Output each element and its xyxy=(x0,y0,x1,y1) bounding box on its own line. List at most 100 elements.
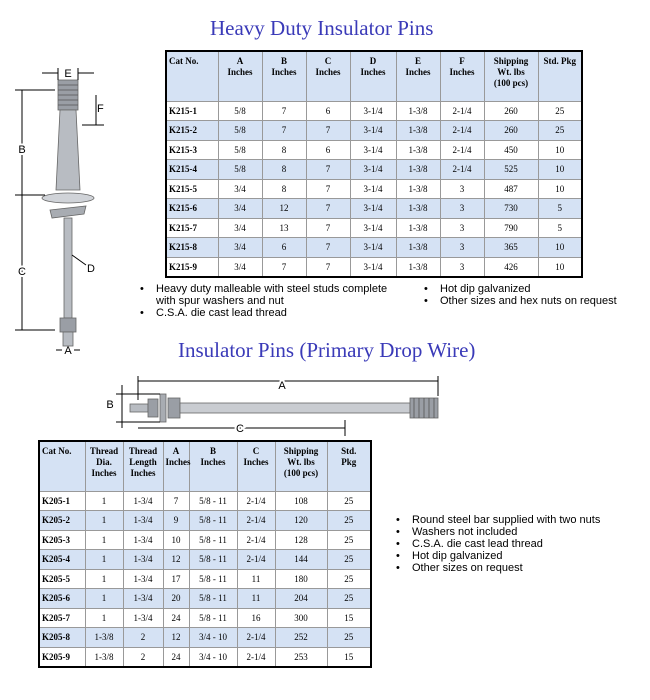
cell: K215-4 xyxy=(165,159,219,180)
header-row: Cat No. Thread Dia. Inches Thread Length Inche… xyxy=(38,440,372,492)
cell: 7 xyxy=(261,120,307,141)
cell: 1 xyxy=(84,490,124,511)
dimension-label: B xyxy=(18,144,25,156)
header-cell: Std. Pkg xyxy=(537,50,583,102)
cell: 1-3/4 xyxy=(122,607,164,628)
cell: 426 xyxy=(483,256,539,277)
title: Insulator Pins (Primary Drop Wire) xyxy=(178,338,476,362)
cell: 3/4 xyxy=(217,178,263,199)
cell: 3/4 xyxy=(217,217,263,238)
cell: 3 xyxy=(439,256,485,277)
header-row: Cat No. A Inches B Inches C Inches D Inches E Inch… xyxy=(165,50,583,102)
cell: 7 xyxy=(305,237,351,258)
cell: 7 xyxy=(305,198,351,219)
cell: 2 xyxy=(122,627,164,648)
cell: 365 xyxy=(483,237,539,258)
header-text: C xyxy=(324,56,332,66)
cell: K205-1 xyxy=(38,490,86,511)
cell: 1-3/8 xyxy=(395,198,441,219)
cell: 3-1/4 xyxy=(349,256,397,277)
cell: 5/8 xyxy=(217,120,263,141)
cell: 15 xyxy=(326,646,372,667)
header-text: D xyxy=(369,56,377,66)
cell: 3-1/4 xyxy=(349,100,397,121)
cell: 253 xyxy=(274,646,328,667)
cell: 260 xyxy=(483,100,539,121)
cell: K215-2 xyxy=(165,120,219,141)
cell: 3/4 - 10 xyxy=(188,646,238,667)
cell: 25 xyxy=(326,588,372,609)
cell: 5/8 - 11 xyxy=(188,588,238,609)
cell: 1-3/8 xyxy=(84,627,124,648)
dimension-label: B xyxy=(106,399,113,411)
header-cell: A Inches xyxy=(217,50,263,102)
row: K215-2 5/8 7 7 3-1/4 1-3/8 2-1/4 260 25 xyxy=(165,120,583,141)
cell: 3 xyxy=(439,178,485,199)
header-cell: Shipping Wt. lbs (100 pcs) xyxy=(274,440,328,492)
cell: 1 xyxy=(84,549,124,570)
row: K215-5 3/4 8 7 3-1/4 1-3/8 3 487 10 xyxy=(165,178,583,199)
header-text: A xyxy=(236,56,244,66)
table: Cat No. A Inches B Inches C Inches D Inches E Inch… xyxy=(165,50,583,278)
cell: K215-6 xyxy=(165,198,219,219)
bullet-item: Round steel bar supplied with two nuts xyxy=(392,514,647,526)
cell: K215-9 xyxy=(165,256,219,277)
cell: 3/4 xyxy=(217,198,263,219)
header-cell: D Inches xyxy=(349,50,397,102)
cell: 10 xyxy=(537,178,583,199)
cell: 5 xyxy=(537,217,583,238)
cell: 3-1/4 xyxy=(349,217,397,238)
cell: 1-3/4 xyxy=(122,490,164,511)
header-cell: E Inches xyxy=(395,50,441,102)
cell: 20 xyxy=(162,588,190,609)
dimension-label: C xyxy=(18,266,26,278)
cell: 2-1/4 xyxy=(236,490,276,511)
cell: 2-1/4 xyxy=(236,510,276,531)
row: K215-3 5/8 8 6 3-1/4 1-3/8 2-1/4 450 10 xyxy=(165,139,583,160)
cell: 120 xyxy=(274,510,328,531)
header-cell: Std. Pkg xyxy=(326,440,372,492)
cell: K215-1 xyxy=(165,100,219,121)
cell: 8 xyxy=(261,159,307,180)
cell: 5/8 - 11 xyxy=(188,510,238,531)
cell: 10 xyxy=(537,237,583,258)
dimension-label: D xyxy=(87,263,95,275)
header-cell: C Inches xyxy=(236,440,276,492)
header-text: (100 pcs) xyxy=(493,78,529,88)
dimension-label: F xyxy=(97,103,104,115)
cell: 1-3/8 xyxy=(395,100,441,121)
header-text: A xyxy=(172,446,180,456)
cell: 7 xyxy=(261,100,307,121)
cell: 3/4 xyxy=(217,256,263,277)
cell: 3-1/4 xyxy=(349,139,397,160)
header-cell: C Inches xyxy=(305,50,351,102)
cell: 1-3/8 xyxy=(395,139,441,160)
title: Heavy Duty Insulator Pins xyxy=(210,16,434,40)
cell: 5/8 - 11 xyxy=(188,607,238,628)
cell: 3-1/4 xyxy=(349,198,397,219)
cell: 1-3/8 xyxy=(395,178,441,199)
row: K205-8 1-3/8 2 12 3/4 - 10 2-1/4 252 25 xyxy=(38,627,372,648)
cell: 525 xyxy=(483,159,539,180)
header-text: Inches xyxy=(91,468,117,478)
cell: 1-3/8 xyxy=(84,646,124,667)
row: K205-7 1 1-3/4 24 5/8 - 11 16 300 15 xyxy=(38,607,372,628)
header-text: Inches xyxy=(315,67,341,77)
bullet-item: Heavy duty malleable with steel studs co… xyxy=(136,283,406,307)
cell: K205-9 xyxy=(38,646,86,667)
cell: 12 xyxy=(261,198,307,219)
header-text: Wt. lbs xyxy=(287,457,315,467)
cell: 11 xyxy=(236,568,276,589)
cell: 7 xyxy=(305,178,351,199)
cell: 11 xyxy=(236,588,276,609)
header-text: Std. Pkg xyxy=(543,56,576,66)
row: K215-4 5/8 8 7 3-1/4 1-3/8 2-1/4 525 10 xyxy=(165,159,583,180)
cell: 10 xyxy=(537,159,583,180)
row: K205-6 1 1-3/4 20 5/8 - 11 11 204 25 xyxy=(38,588,372,609)
header-text: Wt. lbs xyxy=(497,67,525,77)
bullet-item: C.S.A. die cast lead thread xyxy=(392,538,647,550)
cell: 2-1/4 xyxy=(236,549,276,570)
cell: K205-3 xyxy=(38,529,86,550)
